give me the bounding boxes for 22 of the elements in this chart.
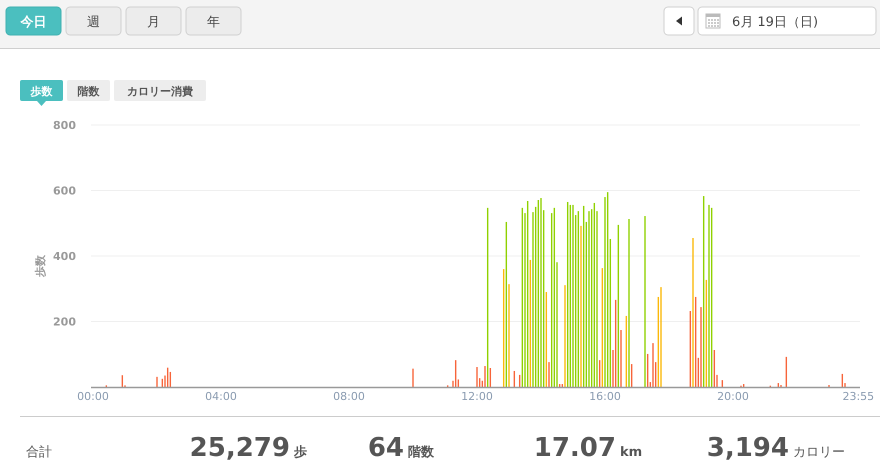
y-tick-label: 800: [53, 119, 76, 132]
text: 6月 19日（日): [732, 15, 818, 30]
x-tick-label: 08:00: [333, 390, 365, 403]
y-axis-title: 歩数: [34, 254, 47, 278]
text: カロリー: [793, 445, 845, 460]
text: km: [620, 445, 642, 460]
text: 歩: [293, 445, 307, 460]
text: 25,279: [190, 433, 290, 463]
text: 64: [368, 433, 404, 463]
text: 17.07: [534, 433, 616, 463]
x-tick-label: 04:00: [205, 390, 237, 403]
y-tick-label: 200: [53, 316, 76, 328]
x-tick-label: 20:00: [717, 390, 749, 403]
text: 3,194: [706, 433, 789, 463]
x-tick-label: 16:00: [589, 390, 621, 403]
y-tick-label: 400: [53, 250, 76, 263]
x-tick-label: 12:00: [461, 390, 493, 403]
x-tick-label: 23:55: [842, 390, 874, 403]
text: 階数: [408, 445, 435, 460]
x-tick-label: 00:00: [77, 390, 109, 403]
y-tick-label: 600: [53, 184, 76, 198]
text: 合計: [26, 445, 52, 460]
